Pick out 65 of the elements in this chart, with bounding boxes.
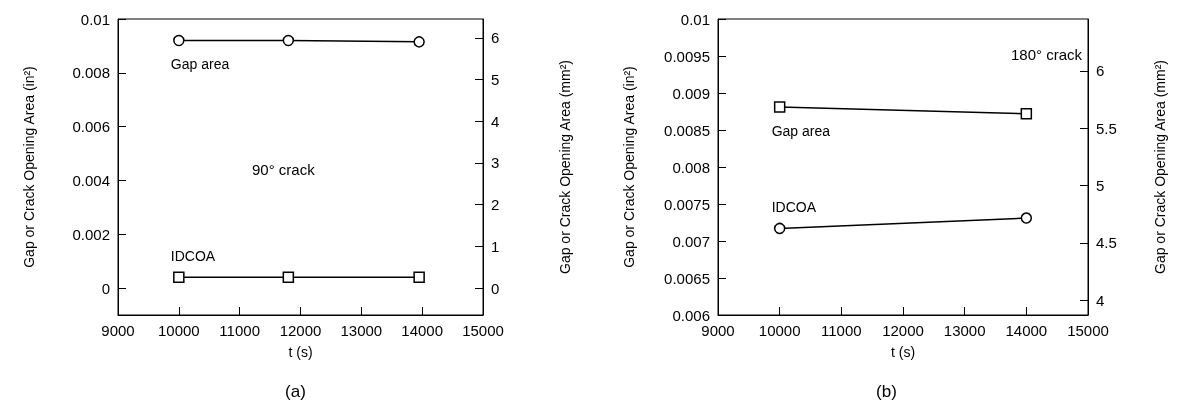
y-tick-label: 0.006 xyxy=(672,306,710,324)
y-axis-title: Gap or Crack Opening Area (in²) xyxy=(21,66,37,268)
x-tick-label: 14000 xyxy=(401,322,444,339)
y2-axis-title: Gap or Crack Opening Area (mm²) xyxy=(557,60,573,274)
y-tick-label: 0.0075 xyxy=(664,195,710,213)
x-axis-title: t (s) xyxy=(288,344,313,360)
text: (a) xyxy=(285,382,306,401)
y2-tick-label: 4 xyxy=(491,112,500,130)
y2-tick-label: 5 xyxy=(491,71,500,89)
x-axis-title: t (s) xyxy=(890,344,916,360)
y-tick-label: 0.01 xyxy=(680,10,710,28)
x-tick-label: 11000 xyxy=(219,322,260,339)
annotation: 90° crack xyxy=(252,161,316,178)
point xyxy=(1020,212,1033,224)
point xyxy=(1020,107,1033,120)
series-label: IDCOA xyxy=(771,198,817,215)
y-tick-label: 0 xyxy=(101,279,110,297)
y-tick-label: 0.008 xyxy=(72,64,110,82)
x-tick-label: 14000 xyxy=(1005,322,1048,339)
x-tick-label: 15000 xyxy=(462,322,504,339)
y2-tick-label: 2 xyxy=(491,196,500,214)
y-tick-label: 0.006 xyxy=(72,118,110,136)
x-tick-label: 9000 xyxy=(701,322,735,339)
y-tick-label: 0.0065 xyxy=(664,269,710,287)
series-label: Gap area xyxy=(170,56,230,73)
y-tick-label: 0.007 xyxy=(672,232,710,250)
y2-tick-label: 5.5 xyxy=(1096,119,1117,137)
y-axis-title: Gap or Crack Opening Area (in²) xyxy=(621,66,637,268)
x-tick-label: 13000 xyxy=(340,322,383,339)
point xyxy=(173,271,185,284)
x-tick-label: 9000 xyxy=(101,322,135,339)
y-tick-label: 0.008 xyxy=(672,158,710,176)
y2-tick-label: 4.5 xyxy=(1096,234,1117,252)
point xyxy=(413,271,425,284)
x-tick-label: 13000 xyxy=(943,322,986,339)
annotation: 180° crack xyxy=(1011,46,1083,63)
y2-tick-label: 3 xyxy=(491,154,500,172)
point xyxy=(282,271,295,284)
y-tick-label: 0.0085 xyxy=(664,121,710,139)
y-tick-label: 0.0095 xyxy=(664,47,710,65)
y2-tick-label: 0 xyxy=(491,279,500,297)
point xyxy=(173,34,185,47)
x-tick-label: 11000 xyxy=(821,322,862,339)
x-tick-label: 10000 xyxy=(758,322,801,339)
point xyxy=(773,222,786,235)
x-tick-label: 12000 xyxy=(882,322,924,339)
y2-tick-label: 6 xyxy=(491,29,500,47)
x-tick-label: 12000 xyxy=(279,322,322,339)
y2-tick-label: 6 xyxy=(1096,62,1105,80)
y2-axis-title: Gap or Crack Opening Area (mm²) xyxy=(1152,60,1168,274)
x-tick-label: 10000 xyxy=(157,322,200,339)
point xyxy=(282,34,295,47)
y-tick-label: 0.01 xyxy=(80,10,110,28)
series-label: IDCOA xyxy=(170,247,216,264)
x-tick-label: 15000 xyxy=(1067,322,1109,339)
y2-tick-label: 1 xyxy=(491,237,500,255)
text: (b) xyxy=(876,382,897,401)
y2-tick-label: 4 xyxy=(1096,291,1105,309)
series-label: Gap area xyxy=(771,122,831,139)
point xyxy=(413,36,425,48)
y-tick-label: 0.009 xyxy=(672,84,710,102)
point xyxy=(773,101,786,113)
y-tick-label: 0.002 xyxy=(72,225,110,243)
y2-tick-label: 5 xyxy=(1096,177,1105,195)
y-tick-label: 0.004 xyxy=(72,171,110,189)
